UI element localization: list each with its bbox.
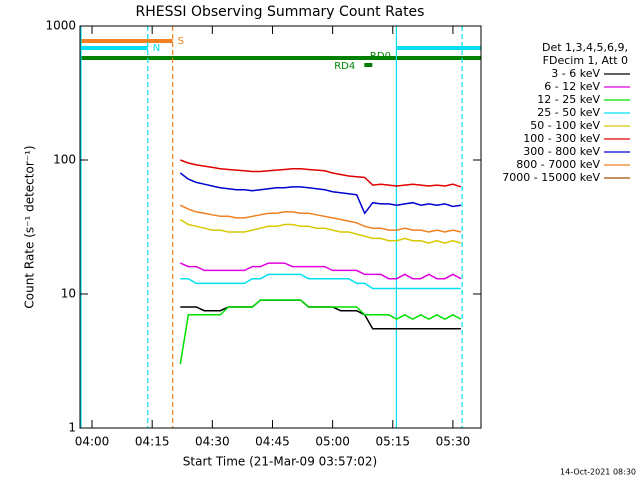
y-tick-label: 1000 <box>45 19 76 33</box>
legend-title: Det 1,3,4,5,6,9, <box>542 41 628 54</box>
x-tick-label: 04:30 <box>195 435 230 449</box>
plot-frame <box>79 25 482 429</box>
legend-label: 6 - 12 keV <box>544 80 600 93</box>
legend-label: 800 - 7000 keV <box>516 158 600 171</box>
x-axis-title: Start Time (21-Mar-09 03:57:02) <box>183 455 377 469</box>
legend-label: 100 - 300 keV <box>523 132 600 145</box>
flag-label: N <box>153 43 160 54</box>
x-tick-label: 05:00 <box>315 435 350 449</box>
data-line <box>179 262 462 280</box>
legend-label: 7000 - 15000 keV <box>502 171 600 184</box>
y-tick-label: 1 <box>68 421 76 435</box>
legend-label: 50 - 100 keV <box>530 119 600 132</box>
x-tick-label: 04:00 <box>75 435 110 449</box>
data-line <box>180 273 461 290</box>
y-tick-label: 10 <box>61 287 76 301</box>
x-tick-label: 05:30 <box>436 435 471 449</box>
data-line <box>179 204 462 233</box>
legend-label: 3 - 6 keV <box>551 67 600 80</box>
x-tick-label: 05:15 <box>375 435 410 449</box>
data-line <box>179 299 462 365</box>
legend-label: 300 - 800 keV <box>523 145 600 158</box>
data-line <box>179 172 462 215</box>
data-line <box>179 218 462 244</box>
x-tick-label: 04:45 <box>255 435 290 449</box>
legend-label: 25 - 50 keV <box>537 106 600 119</box>
y-axis-title: Count Rate (s⁻¹ detector⁻¹) <box>23 145 37 308</box>
legend-title: FDecim 1, Att 0 <box>543 54 628 67</box>
data-line <box>180 159 462 188</box>
chart-title: RHESSI Observing Summary Count Rates <box>136 4 425 20</box>
x-tick-label: 04:15 <box>135 435 170 449</box>
flag-label: S <box>178 36 184 47</box>
legend-label: 12 - 25 keV <box>537 93 600 106</box>
annotation: RD0 <box>370 51 391 62</box>
footer-date: 14-Oct-2021 08:30 <box>560 468 636 477</box>
annotation: RD4 <box>334 61 355 72</box>
y-tick-label: 100 <box>53 153 76 167</box>
